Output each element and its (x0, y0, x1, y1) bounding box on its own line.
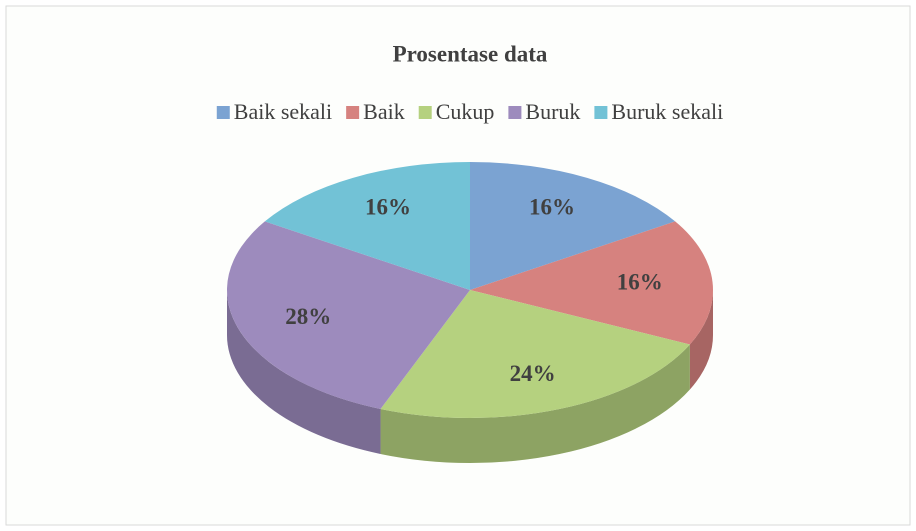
legend-swatch (594, 106, 608, 119)
data-label: 28% (285, 304, 331, 329)
slice (470, 221, 713, 345)
legend-label: Baik sekali (234, 99, 332, 124)
slice (380, 290, 690, 418)
slice-side (689, 290, 713, 390)
slice-side-shade (226, 290, 381, 455)
chart-title: Prosentase data (393, 41, 548, 66)
legend-swatch (418, 106, 432, 119)
slice (470, 162, 676, 290)
legend-label: Cukup (436, 99, 495, 124)
data-label: 16% (529, 195, 575, 220)
slice-side (380, 344, 690, 463)
slice (264, 162, 470, 290)
data-label: 16% (617, 269, 663, 294)
legend-swatch (508, 106, 522, 119)
data-label: 16% (365, 195, 411, 220)
slice-side (226, 290, 381, 455)
slice (227, 221, 470, 410)
slice-side-shade (380, 344, 690, 463)
legend-label: Baik (363, 99, 405, 124)
slice-side-shade (689, 290, 713, 390)
legend-label: Buruk (525, 99, 580, 124)
data-label: 24% (510, 361, 556, 386)
legend-swatch (216, 106, 230, 119)
legend-swatch (346, 106, 360, 119)
legend: Baik sekali Baik Cukup Buruk Buruk sekali (216, 99, 723, 124)
legend-label: Buruk sekali (611, 99, 723, 124)
